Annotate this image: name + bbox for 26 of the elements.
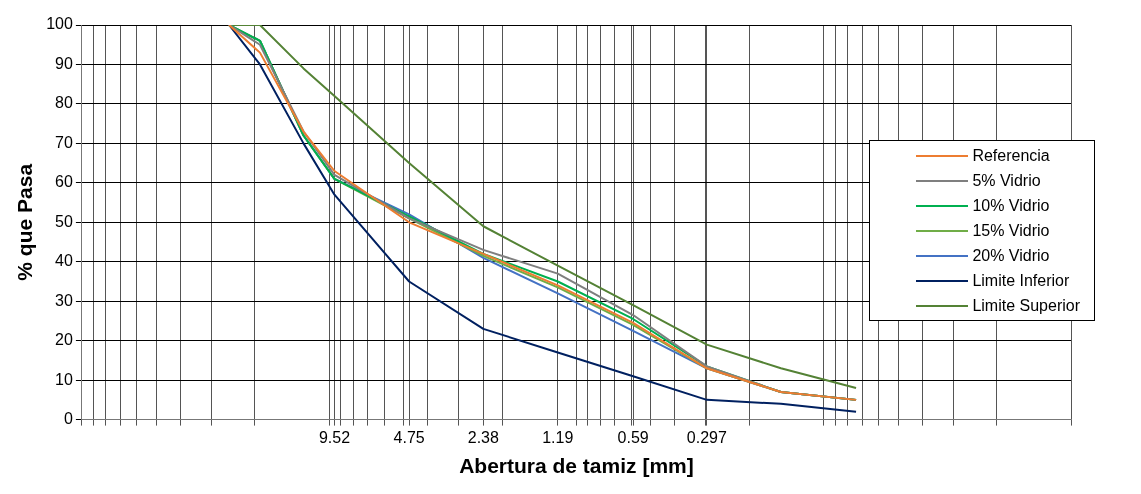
y-axis-title: % que Pasa [13,163,37,281]
x-axis-title: Abertura de tamiz [mm] [459,454,694,478]
y-tick-label: 20 [55,331,73,349]
legend-label: Limite Superior [972,296,1080,315]
y-tick-label: 100 [46,15,73,33]
x-tick-label: 2.38 [467,428,499,446]
legend-label: 5% Vidrio [972,171,1041,190]
y-tick-label: 90 [55,54,73,72]
legend-label: 15% Vidrio [972,221,1050,240]
legend-label: 10% Vidrio [972,196,1050,215]
y-tick-label: 80 [55,94,73,112]
y-tick-label: 70 [55,133,73,151]
y-tick-label: 10 [55,370,73,388]
y-tick-label: 50 [55,212,73,230]
x-tick-label: 4.75 [393,428,425,446]
y-tick-label: 0 [63,410,73,428]
x-tick-label: 1.19 [542,428,574,446]
legend-label: Limite Inferior [972,271,1070,290]
legend-label: Referencia [972,146,1050,165]
y-tick-label: 60 [55,173,73,191]
y-tick-label: 30 [55,291,73,309]
x-tick-label: 9.52 [318,428,351,446]
x-tick-label: 0.59 [617,428,649,446]
y-tick-label: 40 [55,252,73,270]
x-tick-label: 0.297 [686,428,727,446]
legend-label: 20% Vidrio [972,246,1050,265]
